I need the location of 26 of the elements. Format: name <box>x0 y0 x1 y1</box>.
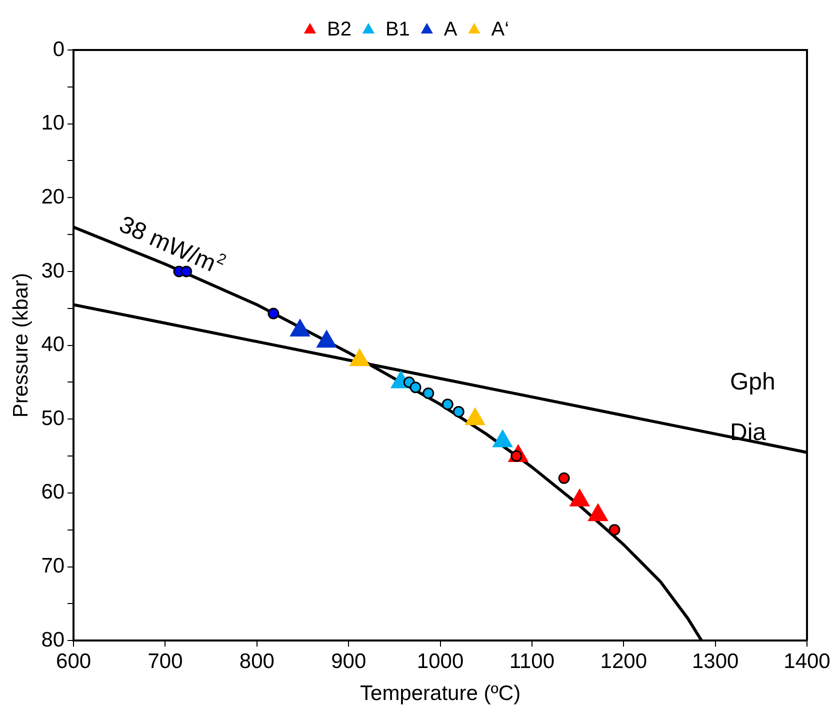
y-tick-label: 40 <box>41 333 65 356</box>
x-axis-title: Temperature (ºC) <box>360 682 521 706</box>
x-tick-label: 1200 <box>600 650 647 673</box>
legend-label: A‘ <box>491 18 510 41</box>
x-tick-label: 1400 <box>784 650 830 673</box>
annotation: 38 mW/m2 <box>115 210 229 278</box>
x-tick-label: 1100 <box>509 650 555 673</box>
y-tick-label: 20 <box>41 185 65 208</box>
y-tick-label: 80 <box>41 628 65 652</box>
legend-label: B1 <box>385 18 410 41</box>
y-axis-title: Pressure (kbar) <box>9 272 32 418</box>
annotation: Gph <box>730 368 776 396</box>
y-tick-label: 0 <box>52 38 65 61</box>
x-tick-label: 700 <box>148 650 183 673</box>
y-tick-label: 30 <box>41 259 65 282</box>
x-tick-label: 600 <box>56 650 92 673</box>
x-tick-label: 1300 <box>692 650 739 673</box>
legend-label: B2 <box>326 18 352 41</box>
x-tick-label: 900 <box>331 650 366 673</box>
legend-label: A <box>444 18 458 41</box>
x-tick-label: 800 <box>239 650 274 673</box>
y-tick-label: 50 <box>41 406 65 430</box>
y-tick-label: 60 <box>41 480 65 504</box>
y-tick-label: 10 <box>41 112 65 135</box>
x-tick-label: 1000 <box>416 650 464 673</box>
y-tick-label: 70 <box>41 554 65 578</box>
